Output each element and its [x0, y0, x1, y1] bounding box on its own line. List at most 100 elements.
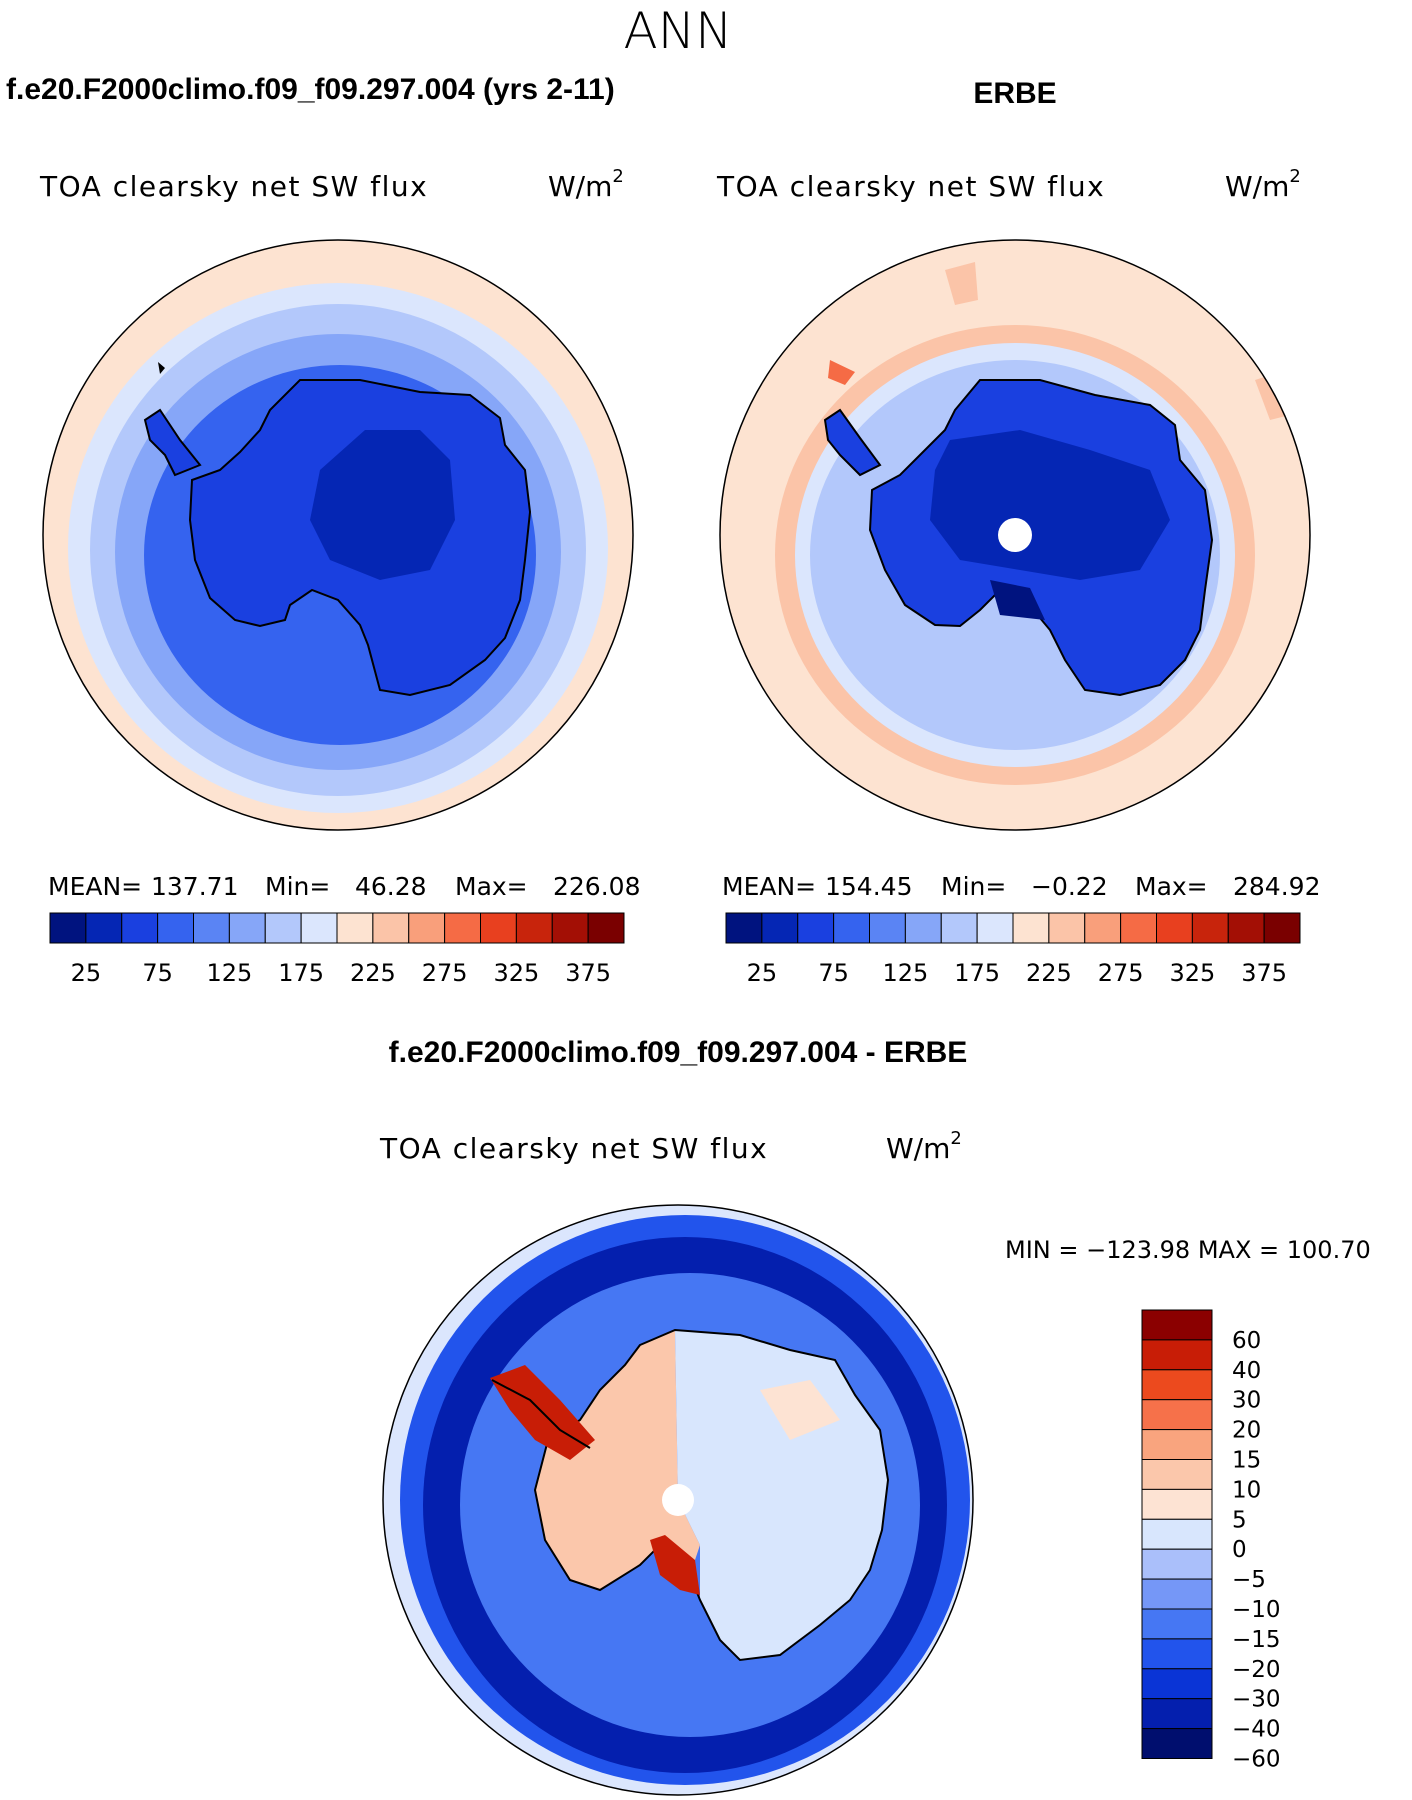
diff-colorbar-label: 20 [1232, 1418, 1261, 1444]
model-colorbar-tick-label: 375 [565, 959, 611, 987]
diff-colorbar-label: −30 [1232, 1687, 1281, 1713]
map-erbe-patch-3 [945, 262, 978, 305]
map-model-interior [310, 430, 455, 580]
erbe-colorbar-tick-label: 125 [882, 959, 928, 987]
erbe-colorbar-swatch [1084, 912, 1122, 944]
model-colorbar-tick-label: 225 [350, 959, 396, 987]
erbe-colorbar-swatch [797, 912, 835, 944]
model-colorbar-tick-label: 75 [142, 959, 173, 987]
panel-model: f.e20.F2000climo.f09_f09.297.004 (yrs 2-… [6, 73, 640, 987]
map-diff-continent-west [535, 1330, 700, 1590]
erbe-colorbar-swatch [725, 912, 763, 944]
diff-colorbar-label: −40 [1232, 1717, 1281, 1743]
map-erbe-ross-shelf [990, 580, 1045, 620]
panel-model-variable: TOA clearsky net SW flux [39, 170, 428, 203]
map-model-border [42, 239, 634, 831]
erbe-max-value: 284.92 [1233, 872, 1320, 901]
diff-colorbar-swatch [1141, 1698, 1213, 1730]
diff-variable: TOA clearsky net SW flux [379, 1132, 768, 1165]
model-colorbar-swatch [85, 912, 123, 944]
diff-colorbar-swatch [1141, 1399, 1213, 1431]
map-diff-warm-patch-east [760, 1380, 840, 1440]
erbe-colorbar-swatch [1227, 912, 1265, 944]
diff-minmax: MIN = −123.98 MAX = 100.70 [1005, 1236, 1371, 1264]
panel-erbe-stats: MEAN= 154.45 Min= −0.22 Max= 284.92 [722, 872, 1320, 901]
erbe-colorbar-swatch [1191, 912, 1229, 944]
model-max-label: Max= [455, 872, 528, 901]
erbe-colorbar-tick-label: 75 [818, 959, 849, 987]
map-model-coast-island [158, 362, 165, 374]
map-erbe-patch-1 [828, 360, 855, 385]
diff-colorbar-label: 0 [1232, 1537, 1247, 1563]
map-diff-ross-red [650, 1535, 700, 1595]
erbe-colorbar-tick-label: 325 [1169, 959, 1215, 987]
panel-erbe-units: W/m2 [1225, 166, 1301, 203]
map-erbe-interior [930, 430, 1170, 580]
erbe-colorbar-swatch [833, 912, 870, 944]
model-mean-value: 137.71 [151, 872, 238, 901]
diff-colorbar-label: 5 [1232, 1507, 1247, 1533]
diff-colorbar-swatch [1141, 1488, 1213, 1520]
erbe-min-label: Min= [941, 872, 1006, 901]
diff-colorbar-label: −60 [1232, 1747, 1281, 1773]
erbe-colorbar-tick-label: 275 [1098, 959, 1144, 987]
erbe-colorbar-tick-label: 25 [747, 959, 778, 987]
diff-colorbar-label: −15 [1232, 1627, 1281, 1653]
model-colorbar-swatch [515, 912, 553, 944]
diff-colorbar-swatch [1141, 1638, 1213, 1670]
panel-erbe: ERBE TOA clearsky net SW flux W/m2 MEAN=… [716, 77, 1320, 987]
erbe-colorbar-swatch [940, 912, 978, 944]
model-colorbar-swatch [264, 912, 302, 944]
model-colorbar-swatch [336, 912, 374, 944]
diff-colorbar-label: −10 [1232, 1597, 1281, 1623]
season-title: ANN [623, 2, 732, 60]
diff-colorbar-swatch [1141, 1608, 1213, 1640]
diff-units: W/m2 [886, 1128, 962, 1165]
erbe-colorbar-swatch [1012, 912, 1050, 944]
panel-difference: f.e20.F2000climo.f09_f09.297.004 - ERBE … [379, 1036, 1371, 1796]
erbe-colorbar-swatch [904, 912, 942, 944]
model-colorbar-tick-label: 275 [422, 959, 468, 987]
erbe-min-value: −0.22 [1031, 872, 1108, 901]
colorbar-erbe: 25 75 125 175 225 275 325 375 [725, 912, 1301, 987]
model-colorbar-swatch [300, 912, 338, 944]
map-diff-pole-hole [662, 1484, 694, 1516]
panel-erbe-variable: TOA clearsky net SW flux [716, 170, 1105, 203]
diff-colorbar-swatch [1141, 1578, 1213, 1610]
diff-colorbar-swatch [1141, 1548, 1213, 1580]
model-colorbar-swatch [587, 912, 625, 944]
diff-colorbar-label: 15 [1232, 1448, 1261, 1474]
diff-colorbar-swatch [1141, 1728, 1213, 1759]
map-erbe-peninsula [823, 408, 882, 477]
map-model [43, 240, 633, 830]
model-colorbar-tick-label: 175 [278, 959, 324, 987]
model-colorbar-swatch [193, 912, 230, 944]
diff-colorbar-swatch [1141, 1429, 1213, 1460]
model-max-value: 226.08 [553, 872, 640, 901]
diff-colorbar-swatch [1141, 1339, 1213, 1371]
erbe-colorbar-tick-label: 175 [954, 959, 1000, 987]
map-erbe-pole-hole [998, 518, 1032, 552]
erbe-colorbar-tick-label: 225 [1026, 959, 1072, 987]
diff-colorbar-swatch [1141, 1518, 1213, 1550]
erbe-colorbar-swatch [1048, 912, 1086, 944]
erbe-colorbar-swatch [1120, 912, 1157, 944]
model-colorbar-swatch [157, 912, 194, 944]
erbe-mean-value: 154.45 [825, 872, 912, 901]
diff-colorbar-label: 10 [1232, 1477, 1261, 1503]
map-diff-peninsula-coast [491, 1379, 591, 1449]
erbe-max-label: Max= [1135, 872, 1208, 901]
erbe-colorbar-swatch [976, 912, 1014, 944]
model-colorbar-swatch [480, 912, 517, 944]
model-colorbar-swatch [408, 912, 446, 944]
model-colorbar-swatch [228, 912, 266, 944]
model-colorbar-swatch [49, 912, 87, 944]
diff-colorbar-label: −5 [1232, 1567, 1266, 1593]
map-erbe [720, 240, 1310, 830]
panel-model-heading: f.e20.F2000climo.f09_f09.297.004 (yrs 2-… [6, 73, 615, 106]
diff-heading: f.e20.F2000climo.f09_f09.297.004 - ERBE [389, 1036, 968, 1069]
map-diff-continent-east [675, 1330, 888, 1660]
erbe-colorbar-swatch [1156, 912, 1193, 944]
diff-colorbar-label: 40 [1232, 1358, 1261, 1384]
